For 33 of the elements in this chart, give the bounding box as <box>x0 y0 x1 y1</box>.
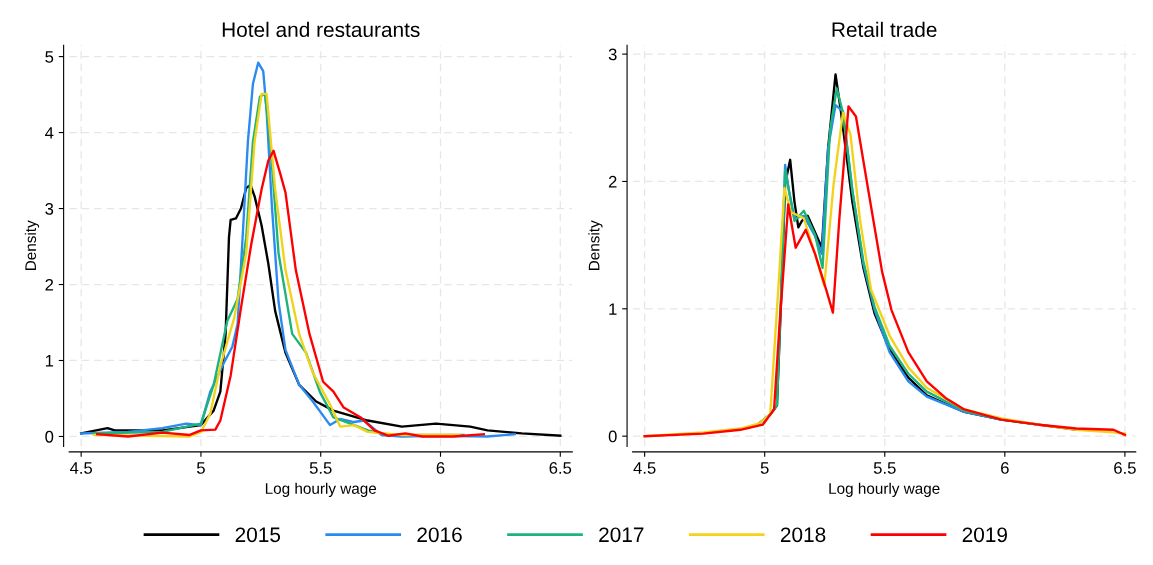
y-tick-label: 3 <box>608 48 617 61</box>
y-tick-label: 2 <box>608 175 617 188</box>
legend-label: 2019 <box>962 527 1007 543</box>
legend-label: 2017 <box>599 527 644 543</box>
legend-label: 2018 <box>780 527 826 543</box>
line-series <box>96 149 486 438</box>
y-tick-label: 2 <box>45 278 54 291</box>
y-tick-label: 0 <box>45 430 54 443</box>
x-tick-label: 5.5 <box>873 462 896 474</box>
x-tick-label: 5 <box>196 462 205 474</box>
x-axis-title: Log hourly wage <box>265 482 377 497</box>
x-tick-label: 4.5 <box>69 462 93 474</box>
chart-title: Retail trade <box>832 21 937 38</box>
x-axis-title: Log hourly wage <box>829 482 940 497</box>
legend-label: 2016 <box>417 527 462 543</box>
x-tick-label: 5.5 <box>309 462 332 474</box>
y-tick-label: 1 <box>45 355 54 367</box>
x-tick-label: 5 <box>760 462 769 474</box>
x-tick-label: 6.5 <box>1114 462 1136 474</box>
line-series <box>79 61 516 438</box>
y-axis-title: Density <box>588 220 603 270</box>
y-tick-label: 5 <box>45 51 54 63</box>
legend-label: 2015 <box>235 527 281 543</box>
y-tick-label: 0 <box>608 430 617 443</box>
x-tick-label: 6 <box>1001 462 1009 474</box>
x-tick-label: 6 <box>436 462 445 474</box>
x-tick-label: 6.5 <box>549 462 572 474</box>
y-tick-label: 1 <box>609 303 617 315</box>
y-axis-title: Density <box>24 220 40 270</box>
y-tick-label: 3 <box>45 202 54 215</box>
x-tick-label: 4.5 <box>633 462 656 474</box>
y-tick-label: 4 <box>45 127 54 139</box>
chart-title: Hotel and restaurants <box>222 21 420 38</box>
